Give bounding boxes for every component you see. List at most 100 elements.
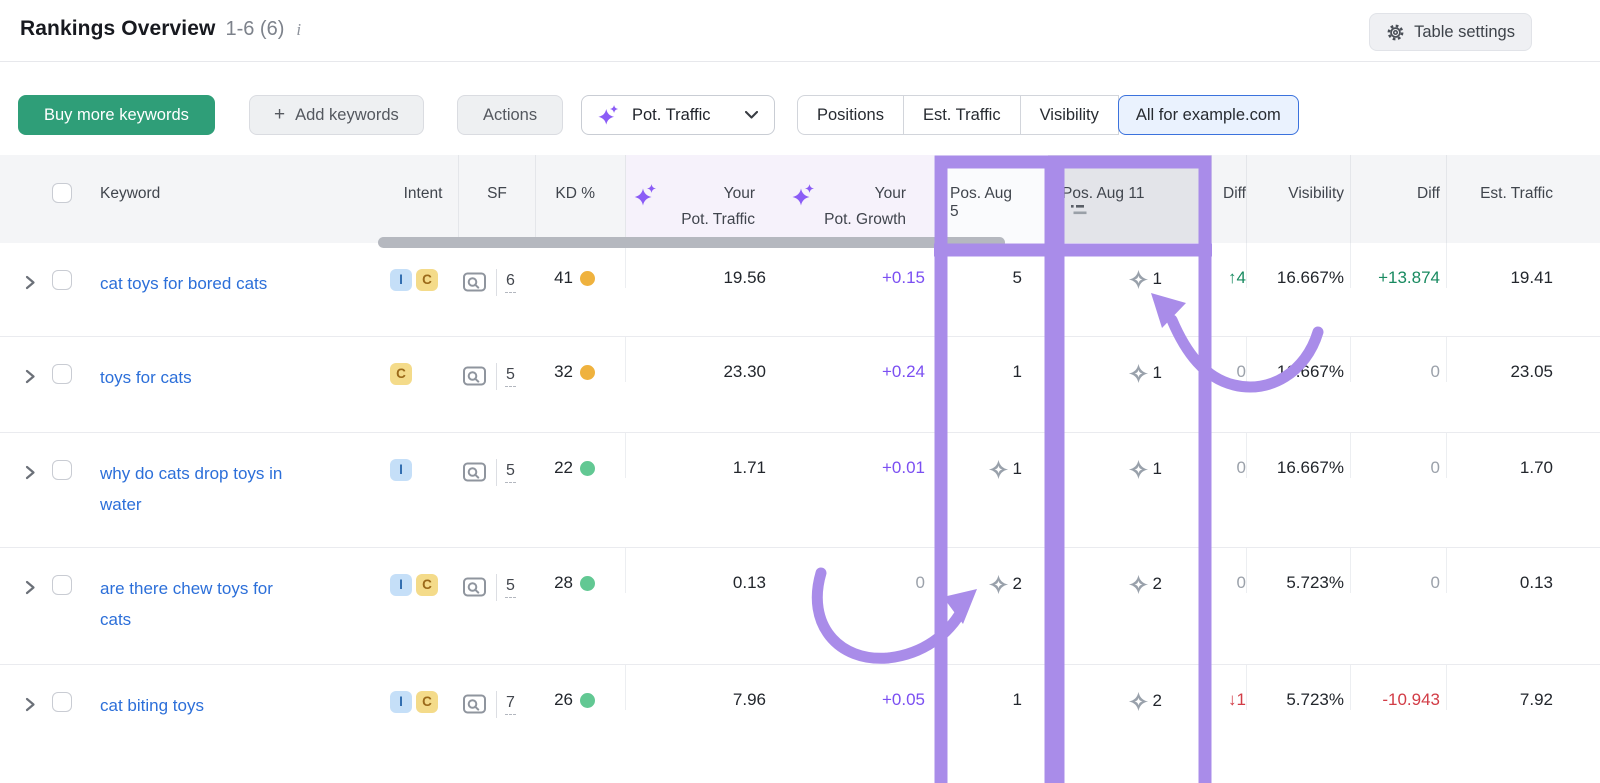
row-checkbox[interactable] <box>52 575 72 595</box>
row-expander[interactable] <box>20 548 52 600</box>
keyword-link[interactable]: why do cats drop toys in water <box>100 464 283 514</box>
pot-traffic-cell: 0.13 <box>625 548 790 593</box>
intent-badge-i: I <box>390 574 412 596</box>
header-pot-growth-line1: Your <box>874 185 906 202</box>
serp-feature-star-icon <box>1128 363 1148 384</box>
header-expander-spacer <box>20 155 52 243</box>
header-pos-aug-11[interactable]: Pos. Aug 11 <box>1048 155 1212 243</box>
chevron-down-icon <box>745 111 758 119</box>
row-checkbox[interactable] <box>52 692 72 712</box>
serp-features-cell: 5 <box>458 548 535 601</box>
intent-badge-i: I <box>390 459 412 481</box>
kd-cell: 22 <box>535 433 625 478</box>
pos-aug-5-cell: 5 <box>1012 268 1022 287</box>
kd-difficulty-dot <box>580 460 595 476</box>
table-header: Keyword Intent SF KD % Your Pot. Traffic… <box>0 155 1600 243</box>
header-pot-traffic[interactable]: Your Pot. Traffic <box>625 155 790 243</box>
header-pot-growth[interactable]: Your Pot. Growth <box>790 155 934 243</box>
view-tab-visibility[interactable]: Visibility <box>1020 95 1119 135</box>
pos-aug-11-cell: 1 <box>1048 433 1212 480</box>
table-settings-button[interactable]: Table settings <box>1369 13 1532 51</box>
intent-badge-c: C <box>416 269 438 291</box>
intent-badge-i: I <box>390 269 412 291</box>
intent-cell: C <box>388 337 458 385</box>
serp-features-count[interactable]: 6 <box>505 272 516 293</box>
header-kd[interactable]: KD % <box>535 155 625 243</box>
row-expander[interactable] <box>20 665 52 717</box>
header-select-all <box>52 155 90 243</box>
keyword-cell: why do cats drop toys in water <box>90 433 388 520</box>
header-sf[interactable]: SF <box>458 155 535 243</box>
keyword-link[interactable]: cat biting toys <box>100 696 204 715</box>
header-visibility[interactable]: Visibility <box>1246 155 1350 243</box>
pot-growth-cell: +0.01 <box>881 458 925 477</box>
row-expander[interactable] <box>20 243 52 295</box>
header-diff-visibility[interactable]: Diff <box>1350 155 1446 243</box>
est-traffic-cell: 1.70 <box>1446 433 1580 478</box>
pot-growth-cell: +0.05 <box>881 690 925 709</box>
row-expander[interactable] <box>20 433 52 485</box>
kd-value: 26 <box>554 690 573 709</box>
divider <box>496 574 497 601</box>
keyword-link[interactable]: are there chew toys for cats <box>100 579 273 629</box>
keyword-link[interactable]: toys for cats <box>100 368 192 387</box>
serp-features-cell: 5 <box>458 433 535 486</box>
serp-feature-star-icon <box>1128 574 1148 595</box>
kd-difficulty-dot <box>580 692 595 708</box>
pot-growth-cell: +0.15 <box>881 268 925 287</box>
diff-positions-cell: 0 <box>1236 362 1246 381</box>
header-pot-traffic-line1: Your <box>723 185 755 202</box>
serp-features-count[interactable]: 5 <box>505 366 516 387</box>
pot-traffic-cell: 1.71 <box>625 433 790 478</box>
info-icon[interactable]: i <box>296 20 302 39</box>
header-intent[interactable]: Intent <box>403 185 443 202</box>
sort-descending-icon <box>1071 205 1087 215</box>
serp-feature-star-icon <box>1128 269 1148 290</box>
keyword-link[interactable]: cat toys for bored cats <box>100 274 268 293</box>
serp-features-count[interactable]: 7 <box>505 694 516 715</box>
view-tab-positions[interactable]: Positions <box>797 95 904 135</box>
kd-value: 32 <box>554 362 573 381</box>
metric-dropdown[interactable]: Pot. Traffic <box>581 95 775 135</box>
diff-visibility-cell: 0 <box>1350 548 1446 593</box>
horizontal-scrollbar[interactable] <box>378 237 1005 248</box>
divider <box>496 691 497 718</box>
buy-more-keywords-button[interactable]: Buy more keywords <box>18 95 215 135</box>
view-tabs: Positions Est. Traffic Visibility All for e… <box>797 95 1299 135</box>
row-checkbox[interactable] <box>52 460 72 480</box>
diff-visibility-cell: 0 <box>1350 337 1446 382</box>
ai-sparkles-icon <box>792 184 814 206</box>
serp-features-count[interactable]: 5 <box>505 577 516 598</box>
view-tab-est-traffic[interactable]: Est. Traffic <box>903 95 1021 135</box>
header-est-traffic[interactable]: Est. Traffic <box>1446 155 1580 243</box>
actions-button[interactable]: Actions <box>457 95 564 135</box>
kd-value: 28 <box>554 573 573 592</box>
header-keyword[interactable]: Keyword <box>100 185 161 202</box>
row-checkbox[interactable] <box>52 270 72 290</box>
row-select <box>52 665 90 712</box>
expand-chevron-icon <box>25 275 35 290</box>
est-traffic-cell: 19.41 <box>1446 243 1580 288</box>
pot-growth-cell: +0.24 <box>881 362 925 381</box>
actions-label: Actions <box>483 105 538 124</box>
intent-cell: I <box>388 433 458 481</box>
header-pos-aug-5[interactable]: Pos. Aug 5 <box>934 155 1048 243</box>
buy-more-keywords-label: Buy more keywords <box>44 105 189 124</box>
select-all-checkbox[interactable] <box>52 183 72 203</box>
kd-difficulty-dot <box>580 364 595 380</box>
intent-badge-c: C <box>416 574 438 596</box>
row-select <box>52 243 90 290</box>
row-expander[interactable] <box>20 337 52 389</box>
row-checkbox[interactable] <box>52 364 72 384</box>
add-keywords-button[interactable]: + Add keywords <box>249 95 424 135</box>
table-row: toys for cats C 5 32 23.30 +0.24 1 1 <box>0 337 1600 433</box>
divider <box>496 269 497 296</box>
header-diff-positions[interactable]: Diff <box>1223 185 1246 202</box>
serp-features-count[interactable]: 5 <box>505 462 516 483</box>
pos-aug-11-cell: 1 <box>1048 337 1212 384</box>
pot-growth-cell: 0 <box>915 573 925 592</box>
view-tab-all-for-example-com[interactable]: All for example.com <box>1117 95 1299 135</box>
